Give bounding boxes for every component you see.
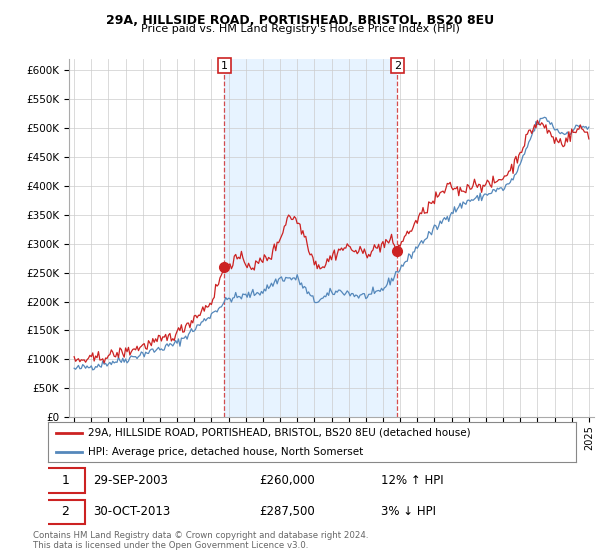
Text: 29-SEP-2003: 29-SEP-2003	[93, 474, 168, 487]
Text: 12% ↑ HPI: 12% ↑ HPI	[380, 474, 443, 487]
Text: 30-OCT-2013: 30-OCT-2013	[93, 505, 170, 519]
Text: 2: 2	[394, 60, 401, 71]
Text: 3% ↓ HPI: 3% ↓ HPI	[380, 505, 436, 519]
Text: Price paid vs. HM Land Registry's House Price Index (HPI): Price paid vs. HM Land Registry's House …	[140, 24, 460, 34]
Text: 29A, HILLSIDE ROAD, PORTISHEAD, BRISTOL, BS20 8EU (detached house): 29A, HILLSIDE ROAD, PORTISHEAD, BRISTOL,…	[88, 428, 470, 438]
Text: Contains HM Land Registry data © Crown copyright and database right 2024.
This d: Contains HM Land Registry data © Crown c…	[33, 531, 368, 550]
Text: 1: 1	[61, 474, 69, 487]
FancyBboxPatch shape	[46, 500, 85, 524]
Text: HPI: Average price, detached house, North Somerset: HPI: Average price, detached house, Nort…	[88, 446, 363, 456]
Bar	[224, 59, 397, 417]
Text: 1: 1	[221, 60, 228, 71]
FancyBboxPatch shape	[46, 468, 85, 493]
Text: 29A, HILLSIDE ROAD, PORTISHEAD, BRISTOL, BS20 8EU: 29A, HILLSIDE ROAD, PORTISHEAD, BRISTOL,…	[106, 14, 494, 27]
Text: £260,000: £260,000	[259, 474, 315, 487]
Text: 2: 2	[61, 505, 69, 519]
Text: £287,500: £287,500	[259, 505, 315, 519]
